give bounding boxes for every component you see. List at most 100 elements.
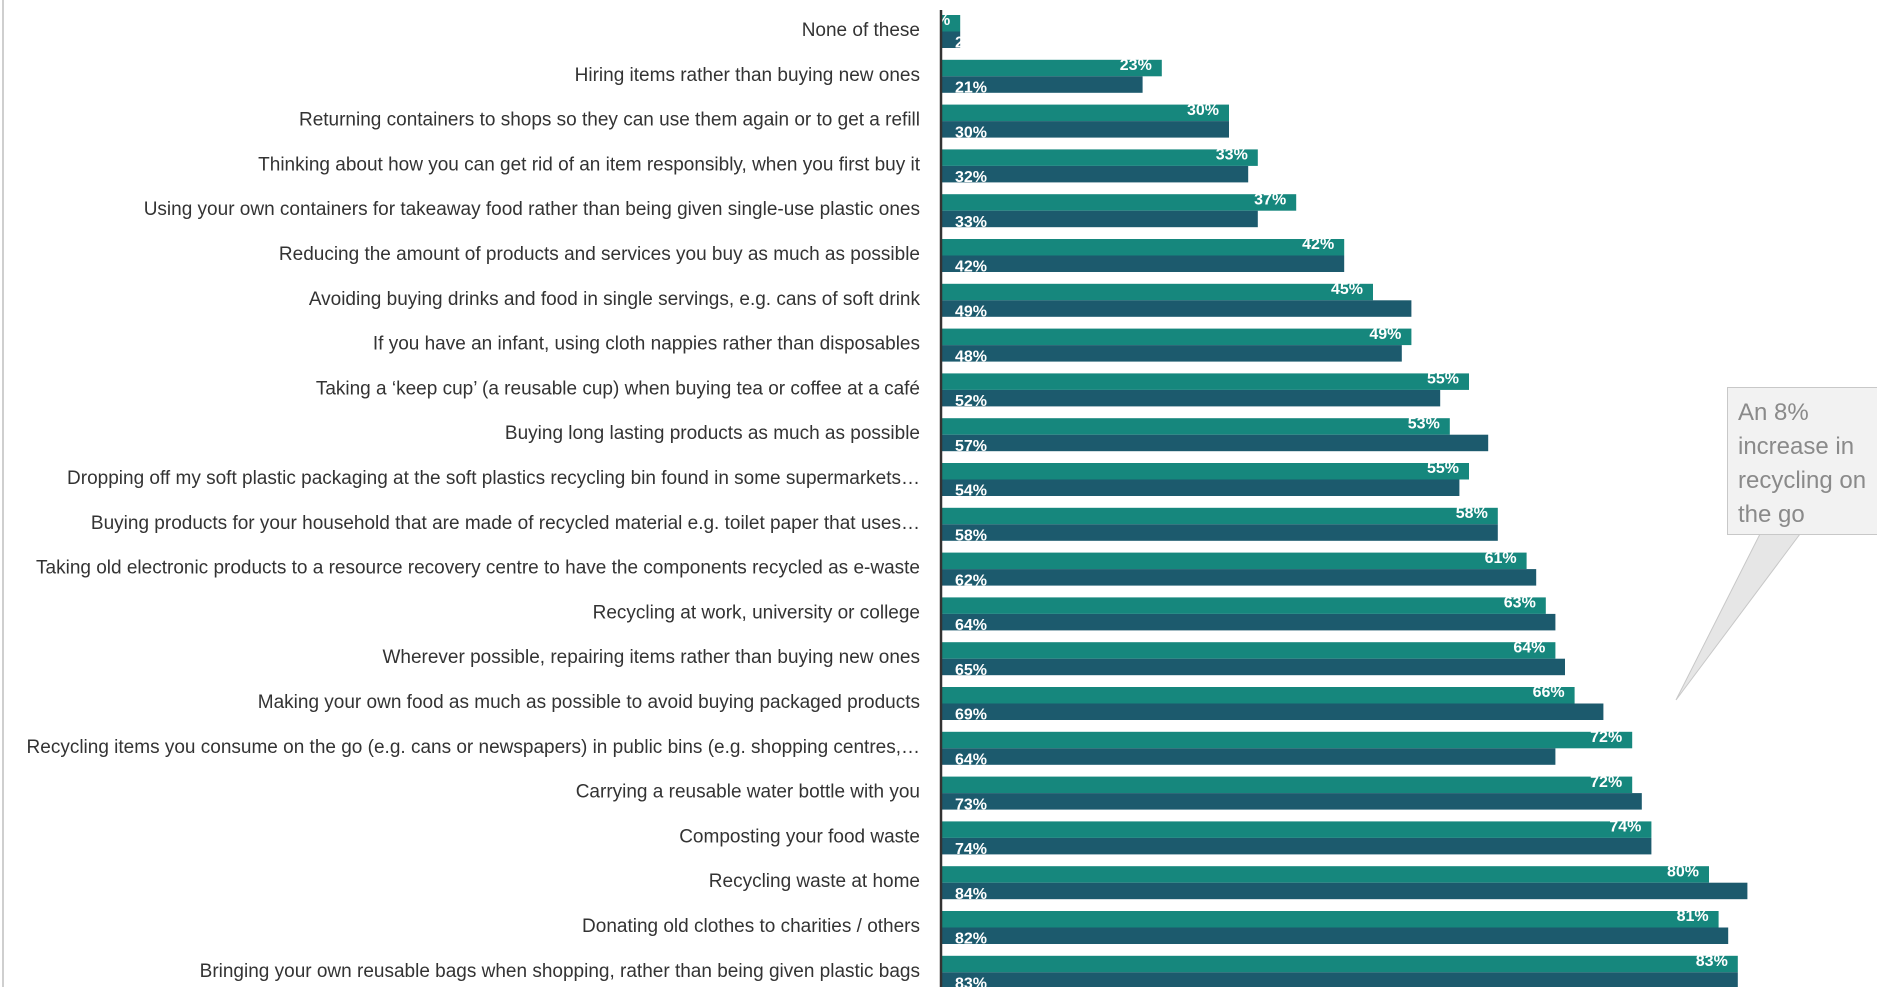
bar: [941, 552, 1527, 570]
category-label: If you have an infant, using cloth nappi…: [373, 334, 920, 355]
value-label: 55%: [1427, 460, 1459, 477]
value-label: 72%: [1590, 774, 1622, 791]
callout: An 8% increase in recycling on the go: [1727, 387, 1877, 535]
category-label: Hiring items rather than buying new ones: [575, 65, 920, 86]
bar: [941, 613, 1556, 631]
bar: [941, 821, 1652, 838]
value-label: 37%: [1254, 191, 1286, 208]
bar: [941, 300, 1412, 317]
category-label: Recycling waste at home: [709, 871, 920, 892]
value-label: 33%: [955, 214, 987, 231]
bar: [941, 955, 1738, 973]
value-label: 23%: [1120, 57, 1152, 74]
bar: [941, 793, 1642, 810]
value-label: 64%: [955, 752, 987, 769]
value-label: 42%: [955, 259, 987, 276]
category-label: Wherever possible, repairing items rathe…: [382, 647, 920, 668]
category-label: Buying products for your household that …: [91, 513, 920, 534]
bar: [941, 31, 961, 48]
value-label: 52%: [955, 393, 987, 410]
bar: [941, 597, 1546, 614]
callout-tail: [1675, 533, 1801, 701]
value-label: 32%: [955, 169, 987, 186]
bar: [941, 569, 1537, 586]
value-label: 49%: [955, 304, 987, 321]
bar: [941, 121, 1229, 138]
category-label: Thinking about how you can get rid of an…: [258, 154, 921, 175]
bar: [941, 748, 1556, 765]
value-label: 64%: [955, 617, 987, 634]
bar: [941, 389, 1441, 407]
bar: [941, 507, 1498, 525]
bar: [941, 194, 1297, 211]
value-label: 30%: [955, 124, 987, 141]
value-label: 69%: [955, 707, 987, 724]
bar: [941, 345, 1402, 362]
category-label: Dropping off my soft plastic packaging a…: [67, 468, 920, 489]
value-label: 58%: [1456, 505, 1488, 522]
bar: [941, 524, 1498, 541]
bar: [941, 149, 1258, 166]
value-label: 66%: [1533, 684, 1565, 701]
bar: [941, 418, 1450, 435]
bar: [941, 776, 1633, 794]
category-label: Using your own containers for takeaway f…: [144, 199, 920, 220]
bar: [941, 59, 1162, 77]
value-label: 84%: [955, 886, 987, 903]
value-label: 80%: [1667, 863, 1699, 880]
bar: [941, 479, 1460, 496]
bar: [941, 911, 1719, 928]
value-label: 30%: [1187, 102, 1219, 119]
category-label: Buying long lasting products as much as …: [505, 423, 920, 444]
bar: [941, 927, 1729, 944]
value-label: 74%: [955, 841, 987, 858]
bar: [941, 328, 1412, 346]
bar: [941, 434, 1489, 452]
bar: [941, 687, 1575, 704]
category-label: Taking old electronic products to a reso…: [36, 558, 920, 579]
bar: [941, 642, 1556, 659]
bar: [941, 239, 1345, 256]
bar: [941, 76, 1143, 93]
value-label: 2%: [955, 35, 978, 52]
bar: [941, 165, 1249, 183]
bar: [941, 463, 1469, 480]
value-label: 2%: [927, 12, 950, 29]
bar: [941, 15, 961, 32]
bar: [941, 866, 1709, 883]
value-label: 81%: [1677, 908, 1709, 925]
value-label: 45%: [1331, 281, 1363, 298]
value-label: 74%: [1609, 819, 1641, 836]
value-label: 61%: [1485, 550, 1517, 567]
value-label: 33%: [1216, 147, 1248, 164]
value-label: 21%: [955, 80, 987, 97]
value-label: 82%: [955, 931, 987, 948]
category-label: Making your own food as much as possible…: [258, 692, 920, 713]
value-label: 65%: [955, 662, 987, 679]
category-label: Returning containers to shops so they ca…: [299, 110, 920, 131]
bar: [941, 255, 1345, 272]
bar: [941, 104, 1229, 122]
value-label: 72%: [1590, 729, 1622, 746]
value-label: 73%: [955, 796, 987, 813]
bar: [941, 283, 1373, 301]
bar: [941, 210, 1258, 228]
category-label: Reducing the amount of products and serv…: [279, 244, 920, 265]
value-label: 58%: [955, 528, 987, 545]
bar: [941, 837, 1652, 855]
value-label: 55%: [1427, 371, 1459, 388]
bar: [941, 731, 1633, 749]
value-label: 53%: [1408, 415, 1440, 432]
value-label: 64%: [1513, 639, 1545, 656]
value-label: 42%: [1302, 236, 1334, 253]
bar: [941, 373, 1469, 390]
bar: [941, 658, 1565, 676]
category-label: Recycling at work, university or college: [593, 602, 920, 623]
value-label: 48%: [955, 348, 987, 365]
value-label: 57%: [955, 438, 987, 455]
value-label: 54%: [955, 483, 987, 500]
bar: [941, 882, 1748, 900]
category-label: Donating old clothes to charities / othe…: [582, 916, 920, 937]
